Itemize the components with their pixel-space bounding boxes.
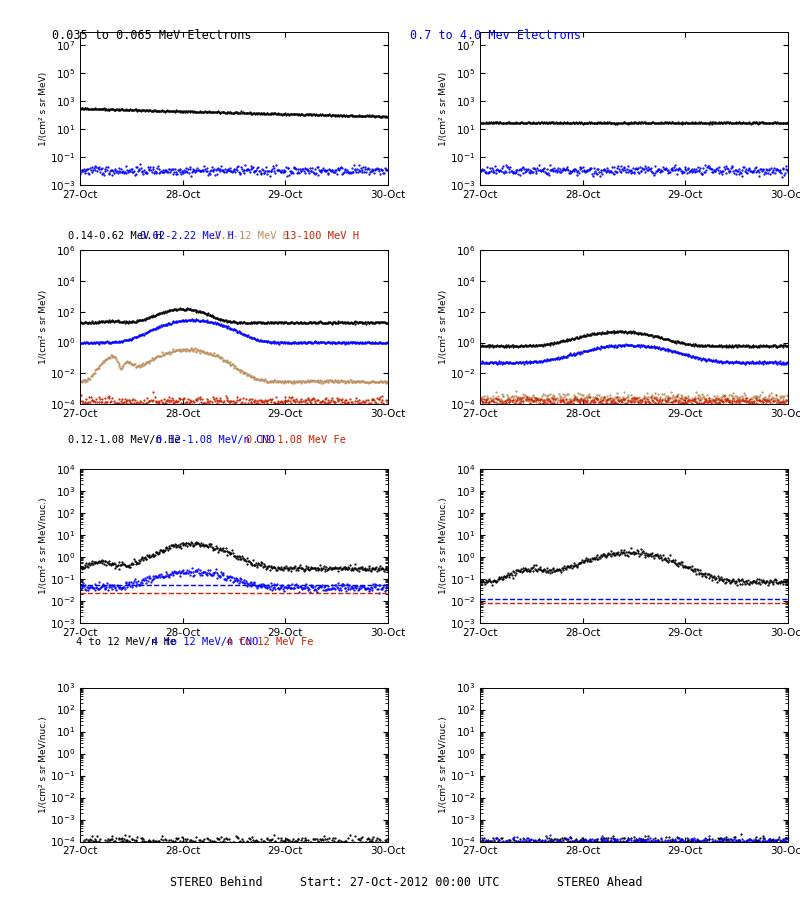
Y-axis label: 1/(cm² s sr MeV): 1/(cm² s sr MeV): [39, 71, 48, 146]
Text: 4 to 12 MeV Fe: 4 to 12 MeV Fe: [226, 637, 314, 647]
Text: 0.12-1.08 MeV/n CNO: 0.12-1.08 MeV/n CNO: [156, 435, 274, 445]
Y-axis label: 1/(cm² s sr MeV): 1/(cm² s sr MeV): [439, 290, 448, 364]
Text: 2.2-12 MeV H: 2.2-12 MeV H: [214, 231, 290, 241]
Y-axis label: 1/(cm² s sr MeV): 1/(cm² s sr MeV): [39, 290, 48, 364]
Text: Start: 27-Oct-2012 00:00 UTC: Start: 27-Oct-2012 00:00 UTC: [300, 877, 500, 889]
Y-axis label: 1/(cm² s sr MeV/nuc.): 1/(cm² s sr MeV/nuc.): [439, 716, 448, 813]
Text: 0.12-1.08 MeV/n He: 0.12-1.08 MeV/n He: [68, 435, 181, 445]
Text: STEREO Behind: STEREO Behind: [170, 877, 262, 889]
Text: 0.7 to 4.0 Mev Electrons: 0.7 to 4.0 Mev Electrons: [410, 29, 582, 41]
Text: 0.62-2.22 MeV H: 0.62-2.22 MeV H: [140, 231, 234, 241]
Text: 4 to 12 MeV/n He: 4 to 12 MeV/n He: [76, 637, 176, 647]
Y-axis label: 1/(cm² s sr MeV/nuc.): 1/(cm² s sr MeV/nuc.): [39, 716, 48, 813]
Text: 0.035 to 0.065 MeV Electrons: 0.035 to 0.065 MeV Electrons: [52, 29, 252, 41]
Text: 4 to 12 MeV/n CNO: 4 to 12 MeV/n CNO: [152, 637, 258, 647]
Text: 13-100 MeV H: 13-100 MeV H: [284, 231, 359, 241]
Y-axis label: 1/(cm² s sr MeV): 1/(cm² s sr MeV): [439, 71, 449, 146]
Text: STEREO Ahead: STEREO Ahead: [558, 877, 642, 889]
Y-axis label: 1/(cm² s sr MeV/nuc.): 1/(cm² s sr MeV/nuc.): [439, 498, 449, 594]
Text: 0.14-0.62 MeV H: 0.14-0.62 MeV H: [68, 231, 162, 241]
Y-axis label: 1/(cm² s sr MeV/nuc.): 1/(cm² s sr MeV/nuc.): [39, 498, 48, 594]
Text: 0.12-1.08 MeV Fe: 0.12-1.08 MeV Fe: [246, 435, 346, 445]
